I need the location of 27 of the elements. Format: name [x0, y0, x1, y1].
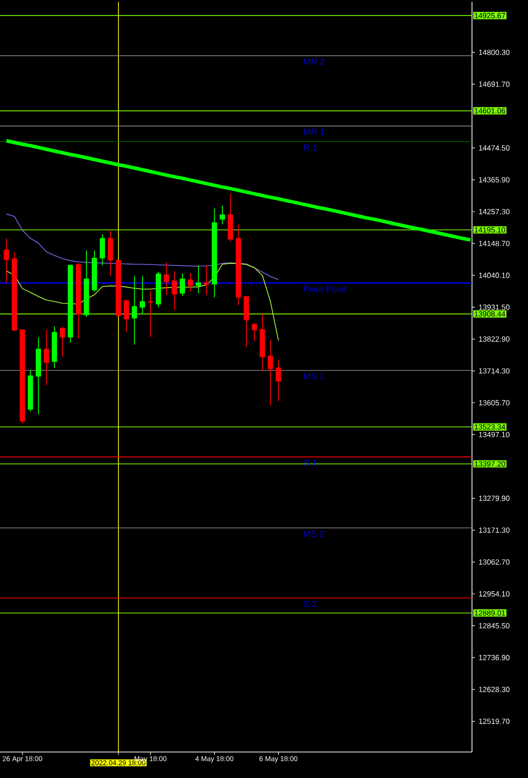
candlestick	[164, 262, 170, 296]
candlestick	[188, 272, 194, 292]
candlestick	[172, 270, 178, 310]
candlestick	[108, 230, 114, 276]
candlestick	[44, 329, 50, 386]
candlestick	[276, 359, 282, 402]
candlestick	[100, 234, 106, 266]
candlestick	[148, 290, 154, 338]
candlestick	[124, 298, 130, 332]
ref-line-label: S 2	[304, 600, 316, 608]
ref-line-label: Pivot Point	[304, 286, 346, 292]
candlestick	[180, 272, 186, 296]
candlestick	[252, 322, 258, 342]
candlestick	[140, 276, 146, 314]
candlestick	[220, 205, 226, 225]
ref-line-label: MS 1	[304, 373, 324, 380]
candlestick	[196, 264, 202, 294]
ref-line-label: MR 2	[304, 58, 324, 65]
candlestick	[132, 276, 138, 346]
candlestick	[244, 295, 250, 348]
ref-line-label: R 1	[304, 144, 317, 150]
ref-line-label: MS 2	[304, 530, 324, 537]
candlestick	[60, 326, 66, 358]
candlestick	[204, 264, 210, 296]
candlestick	[268, 339, 274, 406]
candlestick	[4, 238, 10, 284]
ref-line-label: MR 1	[304, 128, 324, 135]
